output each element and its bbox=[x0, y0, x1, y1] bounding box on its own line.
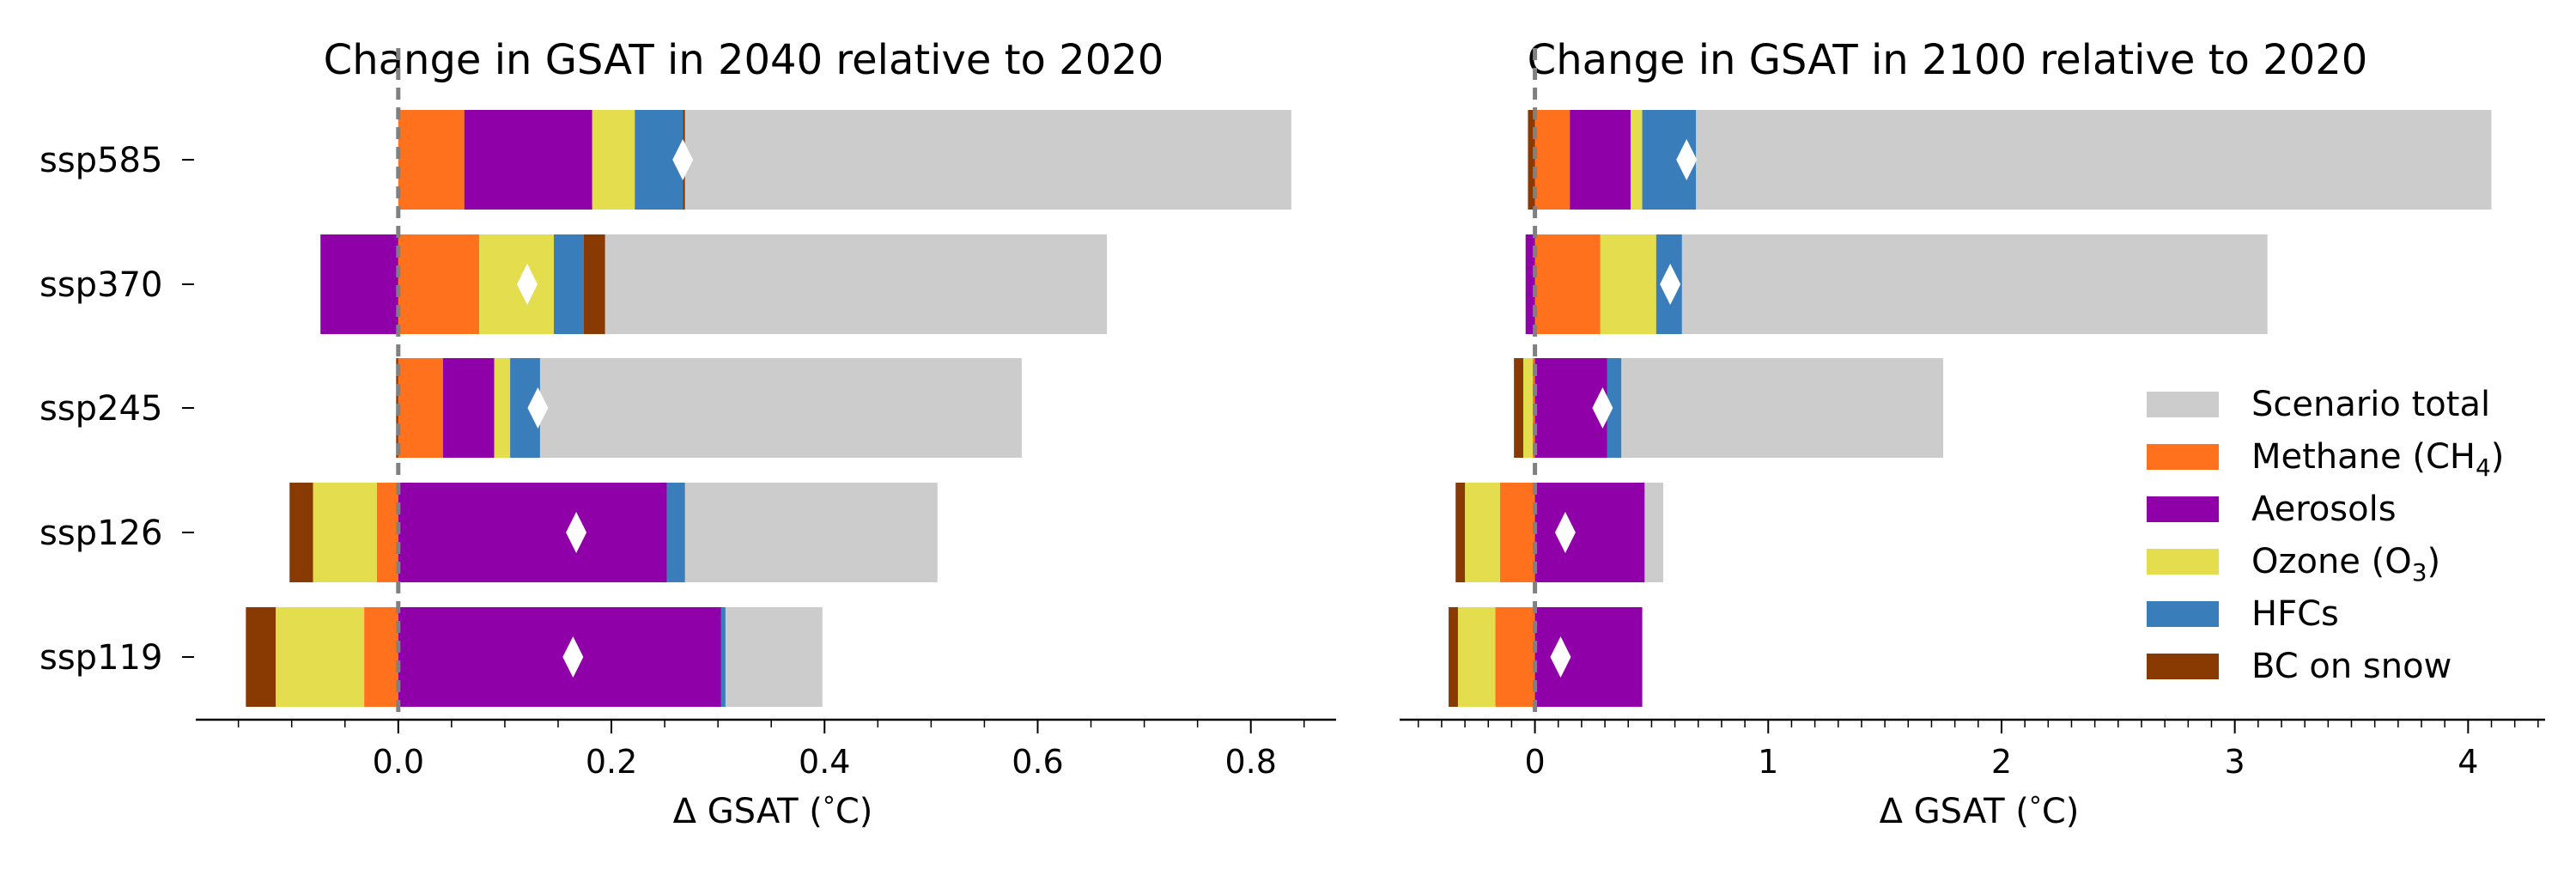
legend-label-total: Scenario total bbox=[2251, 385, 2490, 424]
y-tick-label: ssp370 bbox=[39, 265, 162, 305]
y-tick-label: ssp585 bbox=[39, 141, 162, 180]
bar-bc-on-snow bbox=[583, 234, 605, 334]
legend-label-methane: Methane (CH4) bbox=[2251, 437, 2504, 482]
y-tick-label: ssp245 bbox=[39, 389, 162, 429]
bar-ozone bbox=[276, 607, 365, 707]
bar-aerosols bbox=[442, 358, 495, 458]
chart-title: Change in GSAT in 2040 relative to 2020 bbox=[324, 36, 1164, 84]
bar-aerosols bbox=[398, 607, 721, 707]
legend-swatch-ozone bbox=[2147, 549, 2219, 575]
x-tick-label: 4 bbox=[2458, 743, 2478, 781]
legend-label-aerosols: Aerosols bbox=[2251, 490, 2397, 529]
bar-ozone bbox=[1457, 607, 1496, 707]
bar-ozone bbox=[592, 110, 635, 210]
bar-methane bbox=[398, 234, 480, 334]
bar-aerosols bbox=[398, 483, 667, 582]
bar-hfcs bbox=[1607, 358, 1622, 458]
bar-methane bbox=[364, 607, 398, 707]
bar-bc-on-snow bbox=[1455, 483, 1466, 582]
bar-hfcs bbox=[554, 234, 584, 334]
legend: Scenario total Methane (CH4) Aerosols Ozone… bbox=[2147, 385, 2504, 686]
legend-swatch-methane bbox=[2147, 444, 2219, 470]
bar-ozone bbox=[1630, 110, 1643, 210]
net-marker bbox=[1554, 512, 1576, 553]
bar-aerosols bbox=[1525, 234, 1535, 334]
bar-bc-on-snow bbox=[1514, 358, 1523, 458]
net-marker bbox=[1550, 636, 1571, 678]
legend-label-bc-on-snow: BC on snow bbox=[2251, 647, 2451, 686]
legend-label-ozone: Ozone (O3) bbox=[2251, 542, 2440, 587]
bar-methane bbox=[1499, 483, 1535, 582]
bar-methane bbox=[398, 358, 443, 458]
chart-2100: Change in GSAT in 2100 relative to 2020 0… bbox=[1400, 36, 2545, 831]
net-marker bbox=[1592, 387, 1613, 429]
bar-bc-on-snow bbox=[1528, 110, 1535, 210]
bar-methane bbox=[398, 110, 465, 210]
legend-swatch-hfcs bbox=[2147, 601, 2219, 627]
bar-methane bbox=[1534, 110, 1571, 210]
bar-methane bbox=[1495, 607, 1535, 707]
net-marker bbox=[672, 139, 694, 180]
bar-methane bbox=[376, 483, 398, 582]
bar-hfcs bbox=[666, 483, 685, 582]
bar-aerosols bbox=[1570, 110, 1631, 210]
net-marker bbox=[566, 512, 587, 553]
legend-swatch-bc-on-snow bbox=[2147, 654, 2219, 679]
net-marker bbox=[1676, 139, 1698, 180]
x-axis-label: Δ GSAT (°C) bbox=[1880, 792, 2080, 831]
bar-ozone bbox=[479, 234, 555, 334]
bar-ozone bbox=[1522, 358, 1533, 458]
bar-ozone bbox=[1465, 483, 1500, 582]
bar-hfcs bbox=[720, 607, 726, 707]
legend-label-hfcs: HFCs bbox=[2251, 594, 2339, 634]
x-tick-label: 1 bbox=[1758, 743, 1778, 781]
y-tick-label: ssp119 bbox=[39, 638, 162, 678]
bar-aerosols bbox=[1534, 483, 1645, 582]
net-marker bbox=[527, 387, 549, 429]
bar-ozone bbox=[313, 483, 377, 582]
x-tick-label: 3 bbox=[2225, 743, 2245, 781]
chart-2040: Change in GSAT in 2040 relative to 2020 s… bbox=[39, 36, 1336, 831]
legend-swatch-aerosols bbox=[2147, 496, 2219, 522]
net-marker bbox=[516, 264, 538, 305]
bar-bc-on-snow bbox=[289, 483, 313, 582]
x-tick-label: 0 bbox=[1524, 743, 1545, 781]
x-tick-label: 0.2 bbox=[586, 743, 637, 781]
x-tick-label: 0.4 bbox=[799, 743, 850, 781]
x-tick-label: 0.8 bbox=[1224, 743, 1276, 781]
x-tick-label: 0.6 bbox=[1012, 743, 1063, 781]
bar-ozone bbox=[494, 358, 511, 458]
net-marker bbox=[562, 636, 584, 678]
bar-bc-on-snow bbox=[246, 607, 276, 707]
bar-methane bbox=[1534, 234, 1601, 334]
bar-aerosols bbox=[320, 234, 398, 334]
net-marker bbox=[1660, 264, 1681, 305]
bar-aerosols bbox=[464, 110, 592, 210]
legend-swatch-total bbox=[2147, 392, 2219, 417]
x-tick-label: 0.0 bbox=[373, 743, 424, 781]
chart-title: Change in GSAT in 2100 relative to 2020 bbox=[1528, 36, 2368, 84]
bar-ozone bbox=[1600, 234, 1656, 334]
x-axis-label: Δ GSAT (°C) bbox=[673, 792, 873, 831]
x-tick-label: 2 bbox=[1991, 743, 2012, 781]
bar-bc-on-snow bbox=[1449, 607, 1458, 707]
y-tick-label: ssp126 bbox=[39, 514, 162, 553]
